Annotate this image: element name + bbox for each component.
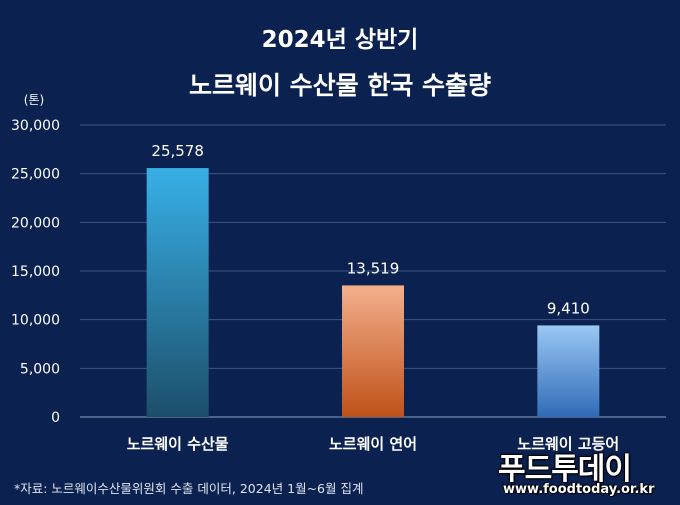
category-label-2: 노르웨이 고등어 bbox=[517, 435, 619, 453]
chart-title-line1: 2024년 상반기 bbox=[261, 27, 419, 53]
y-tick-label: 10,000 bbox=[11, 313, 60, 329]
y-tick-label: 15,000 bbox=[11, 264, 60, 280]
y-tick-label: 5,000 bbox=[20, 361, 60, 377]
bar-0 bbox=[146, 168, 209, 417]
y-axis-label: (톤) bbox=[24, 93, 44, 107]
category-label-1: 노르웨이 연어 bbox=[329, 435, 417, 453]
y-tick-label: 20,000 bbox=[11, 215, 60, 231]
chart-title-line2: 노르웨이 수산물 한국 수출량 bbox=[188, 71, 492, 100]
watermark-brand: 푸드투데이 bbox=[498, 452, 632, 487]
y-tick-label: 0 bbox=[51, 410, 60, 426]
category-label-0: 노르웨이 수산물 bbox=[127, 435, 229, 453]
y-tick-label: 30,000 bbox=[11, 118, 60, 134]
y-tick-label: 25,000 bbox=[11, 167, 60, 183]
value-label-0: 25,578 bbox=[151, 142, 204, 160]
watermark-url: www.foodtoday.or.kr bbox=[503, 482, 655, 497]
bar-2 bbox=[537, 325, 600, 417]
source-note: *자료: 노르웨이수산물위원회 수출 데이터, 2024년 1월~6월 집계 bbox=[14, 481, 364, 496]
value-label-1: 13,519 bbox=[347, 259, 400, 277]
bar-1 bbox=[342, 285, 404, 417]
value-label-2: 9,410 bbox=[547, 299, 590, 317]
